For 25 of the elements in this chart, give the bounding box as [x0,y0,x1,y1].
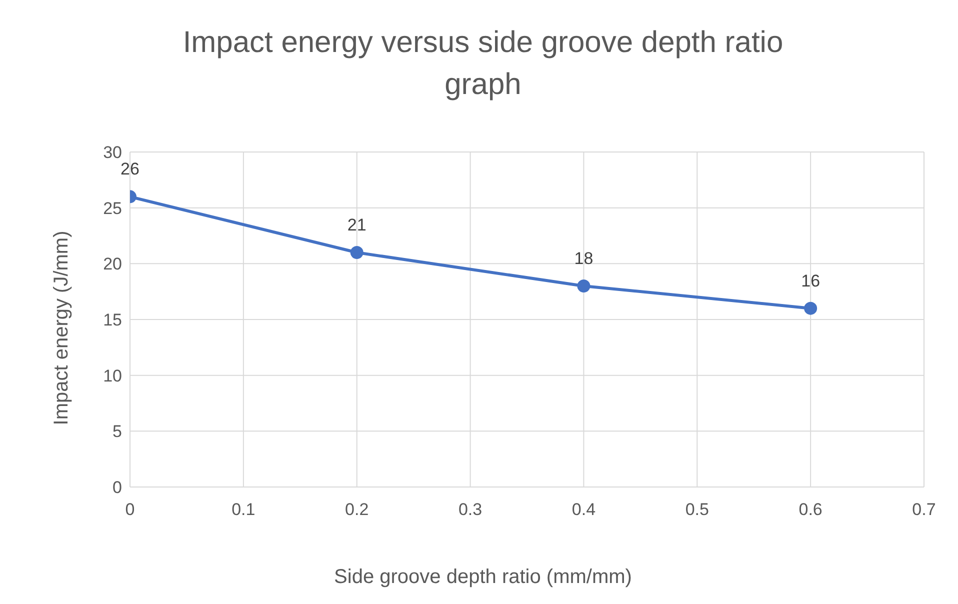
x-tick-label: 0.4 [572,500,596,520]
x-tick-label: 0.6 [798,500,822,520]
data-label: 21 [347,216,366,234]
y-axis-title: Impact energy (J/mm) [50,230,74,426]
x-axis-title: Side groove depth ratio (mm/mm) [333,566,633,589]
x-tick-label: 0.7 [912,500,936,520]
x-tick-label: 0.2 [345,500,369,520]
y-tick-label: 5 [112,422,122,442]
y-tick-label: 30 [103,143,122,162]
y-tick-label: 15 [103,310,122,330]
x-tick-label: 0.1 [232,500,256,520]
data-label: 18 [574,249,594,268]
chart-title: Impact energy versus side groove depth ratio graph [182,25,784,103]
y-tick-label: 20 [103,254,122,274]
data-label: 26 [120,160,140,179]
point [350,246,364,259]
x-tick-label: 0 [125,500,135,520]
x-tick-label: 0.3 [458,500,482,520]
point [804,302,818,315]
data-label: 16 [801,271,820,290]
point [577,280,590,292]
y-tick-label: 10 [103,366,122,386]
x-tick-label: 0.5 [685,500,709,520]
y-tick-label: 0 [112,478,122,498]
y-tick-label: 25 [103,198,122,218]
